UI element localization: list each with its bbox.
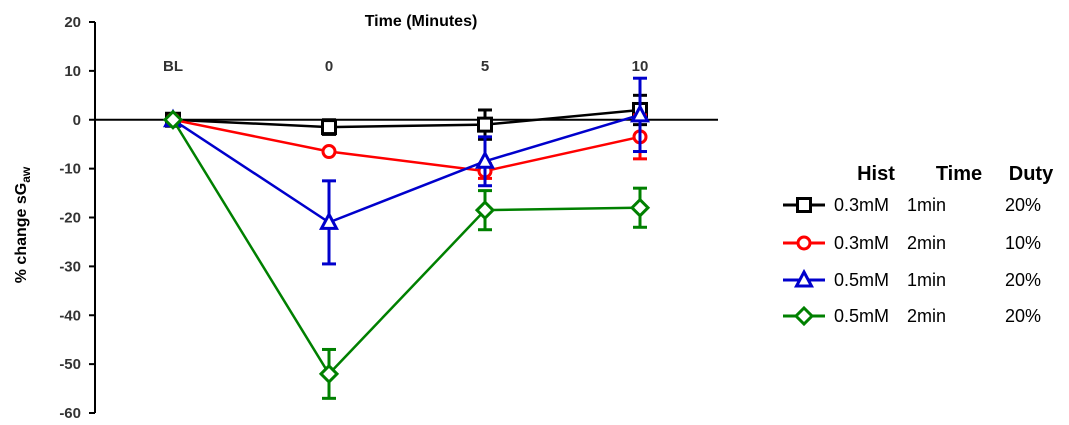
y-tick-label: -20 — [59, 210, 81, 227]
data-point-diamond — [629, 197, 651, 218]
data-point-square — [321, 119, 337, 136]
x-tick-label: 5 — [481, 58, 489, 75]
legend-cell: 20% — [1005, 195, 1041, 215]
series-line — [172, 113, 641, 224]
legend-cell: 0.3mM — [834, 195, 889, 215]
legend-header: Time — [936, 163, 982, 185]
y-tick-label: -50 — [59, 356, 81, 373]
y-axis-title: % change sGaw — [13, 166, 33, 283]
data-point-diamond — [162, 109, 184, 130]
data-point-triangle — [318, 211, 340, 230]
series-line — [172, 108, 641, 129]
x-tick-label: 10 — [632, 58, 649, 75]
axes — [89, 21, 718, 414]
series-triangle — [162, 76, 651, 266]
series-line — [171, 119, 641, 376]
legend-cell: 0.5mM — [834, 270, 889, 290]
legend-header: Hist — [857, 163, 895, 185]
legend-cell: 20% — [1005, 306, 1041, 326]
y-tick-label: -30 — [59, 258, 81, 275]
data-point-triangle — [629, 103, 651, 123]
y-tick-label: 20 — [64, 14, 81, 31]
legend-cell: 0.3mM — [834, 233, 889, 253]
x-tick-label: 0 — [325, 58, 333, 75]
data-point-diamond — [474, 200, 496, 221]
legend-cell: 1min — [907, 195, 946, 215]
y-tick-label: -40 — [59, 307, 81, 324]
legend-header: Duty — [1009, 163, 1054, 185]
y-tick-labels: 20 10 0 -10 -20 -30 -40 -50 -60 — [59, 14, 81, 422]
legend-cell: 0.5mM — [834, 306, 889, 326]
data-point-triangle — [793, 268, 815, 288]
data-point-circle — [321, 144, 337, 160]
legend-cell: 2min — [907, 306, 946, 326]
y-axis-title-subscript: aw — [19, 166, 33, 183]
series-diamond — [162, 109, 651, 400]
legend-cell: 10% — [1005, 233, 1041, 253]
legend-cell: 1min — [907, 270, 946, 290]
x-tick-label: BL — [163, 58, 183, 75]
y-tick-label: 0 — [73, 112, 81, 129]
data-point-circle — [796, 235, 812, 251]
legend: Hist Time Duty 0.3mM 1min 20% 0.3mM 2min 10% 0.5m… — [783, 163, 1054, 327]
y-tick-label: -60 — [59, 405, 81, 422]
y-tick-label: -10 — [59, 161, 81, 178]
series-layer — [162, 76, 651, 400]
y-axis-title-main: % change sG — [13, 183, 30, 283]
series-line — [172, 118, 641, 173]
data-point-triangle — [474, 150, 496, 169]
y-tick-label: 10 — [64, 63, 81, 80]
x-tick-labels: BL 0 5 10 — [163, 58, 648, 75]
data-point-diamond — [318, 363, 340, 385]
data-point-diamond — [793, 305, 815, 327]
x-axis-title: Time (Minutes) — [365, 13, 478, 30]
data-point-square — [477, 116, 493, 133]
data-point-square — [796, 197, 812, 213]
legend-cell: 20% — [1005, 270, 1041, 290]
legend-cell: 2min — [907, 233, 946, 253]
